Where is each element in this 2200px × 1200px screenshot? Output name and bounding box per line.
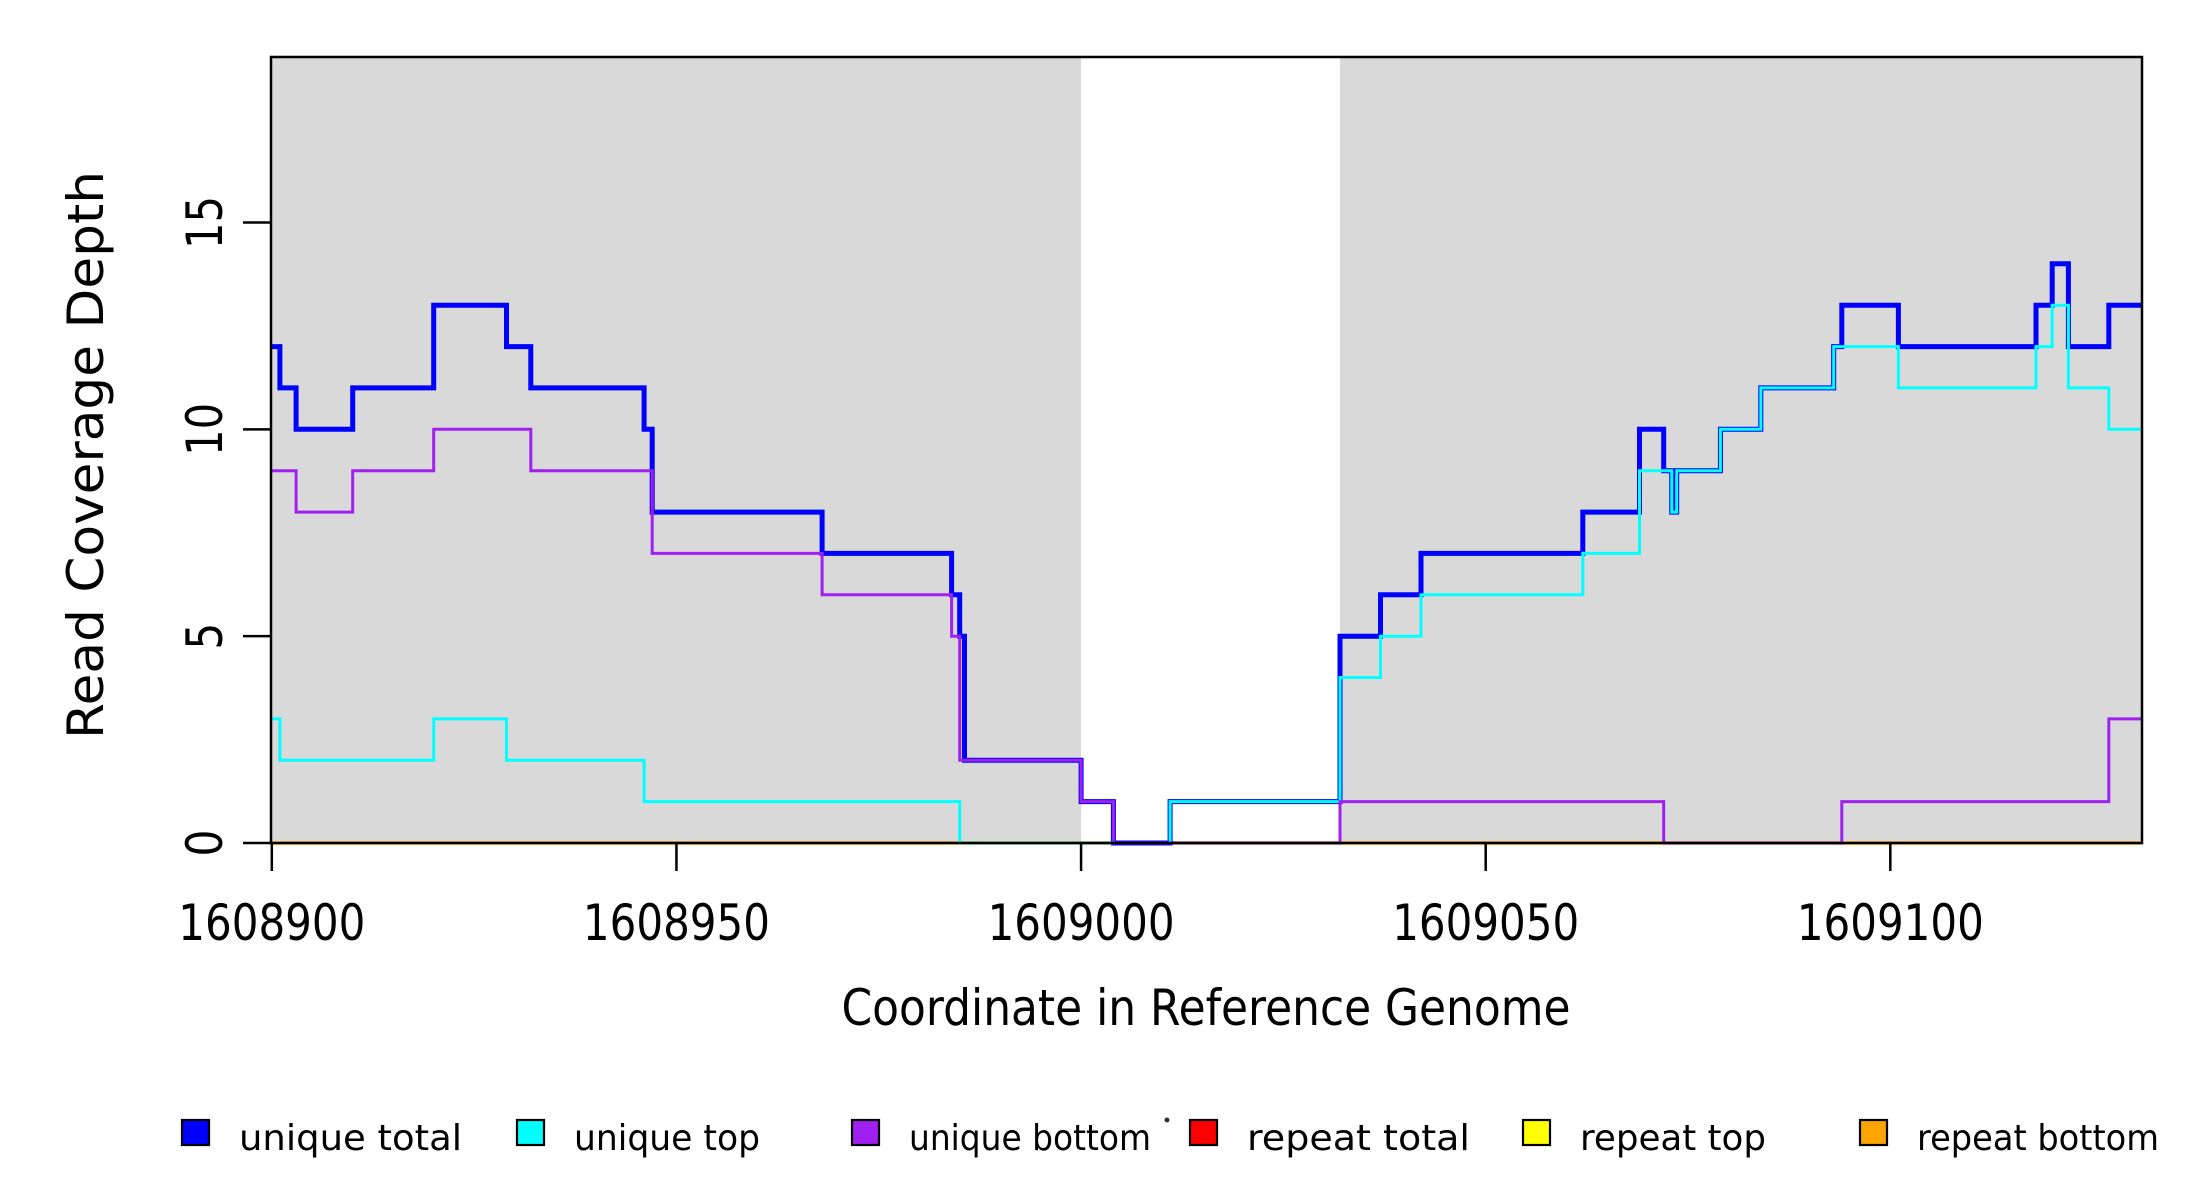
y-tick-label: 15 xyxy=(176,196,234,249)
legend-label: repeat top xyxy=(1580,1118,1766,1159)
x-tick-label: 1608900 xyxy=(178,894,365,952)
legend-item-unique-top: unique top xyxy=(515,1118,760,1159)
legend: unique total unique top unique bottom repea… xyxy=(180,1118,2159,1159)
legend-swatch-repeat-total xyxy=(1188,1118,1219,1147)
legend-item-repeat-top: repeat top xyxy=(1521,1118,1766,1159)
legend-swatch-repeat-bottom xyxy=(1858,1118,1889,1147)
series-line-unique-top xyxy=(271,303,2142,845)
legend-swatch-unique-top xyxy=(515,1118,546,1147)
legend-label: repeat total xyxy=(1247,1118,1470,1159)
legend-label: unique total xyxy=(239,1118,462,1159)
x-axis-title: Coordinate in Reference Genome xyxy=(842,979,1571,1037)
x-tick-label: 1609100 xyxy=(1797,894,1984,952)
legend-item-repeat-bottom: repeat bottom xyxy=(1858,1118,2159,1159)
shaded-region-1 xyxy=(271,57,1082,843)
series-line-unique-total xyxy=(271,261,2142,846)
x-tick-label: 1609050 xyxy=(1392,894,1579,952)
x-tick-label: 1609000 xyxy=(988,894,1175,952)
x-tick-label: 1608950 xyxy=(583,894,770,952)
legend-swatch-repeat-top xyxy=(1521,1118,1552,1147)
y-tick-label: 10 xyxy=(176,403,234,456)
plot-border-box xyxy=(269,55,2144,845)
legend-label: unique bottom xyxy=(909,1118,1151,1159)
legend-item-unique-total: unique total xyxy=(180,1118,462,1159)
y-tick-label: 0 xyxy=(176,830,234,857)
legend-label: unique top xyxy=(574,1118,760,1159)
legend-item-repeat-total: repeat total xyxy=(1188,1118,1470,1159)
legend-label: repeat bottom xyxy=(1917,1118,2159,1159)
shaded-region-2 xyxy=(1340,57,2142,843)
legend-swatch-unique-total xyxy=(180,1118,211,1147)
y-axis-title: Read Coverage Depth xyxy=(57,171,115,739)
legend-swatch-unique-bottom xyxy=(850,1118,881,1147)
y-tick-label: 5 xyxy=(176,623,234,650)
stray-dot-artifact xyxy=(1164,1117,1170,1123)
shaded-regions xyxy=(271,57,2142,843)
axes: 1608900 1608950 1609000 1609050 1609100 0 5 10 1… xyxy=(176,196,1984,952)
legend-item-unique-bottom: unique bottom xyxy=(850,1118,1151,1159)
